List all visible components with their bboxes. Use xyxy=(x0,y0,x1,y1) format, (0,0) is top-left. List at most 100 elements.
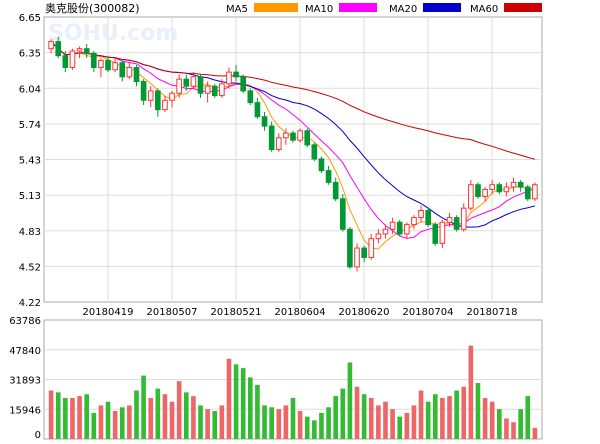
volume-bar xyxy=(255,384,260,439)
volume-bar xyxy=(55,392,61,439)
candle-body xyxy=(382,228,389,235)
volume-bar xyxy=(347,362,353,439)
volume-bar xyxy=(326,407,331,439)
volume-bar xyxy=(91,412,97,439)
volume-bar xyxy=(404,412,410,439)
volume-tick-label: 47840 xyxy=(9,346,41,357)
volume-bar xyxy=(127,405,132,439)
volume-bar xyxy=(162,394,168,439)
candle-body xyxy=(219,83,225,97)
volume-tick-label: 31893 xyxy=(9,376,41,387)
volume-bar xyxy=(340,388,346,439)
candle-body xyxy=(396,221,403,235)
volume-bar xyxy=(454,390,459,439)
volume-bar xyxy=(290,397,296,439)
candle-body xyxy=(48,41,54,50)
volume-bar xyxy=(354,386,360,439)
volume-bar xyxy=(376,405,381,439)
volume-bar xyxy=(112,411,118,439)
candle-body xyxy=(332,181,339,200)
candle-body xyxy=(105,59,111,71)
candle-body xyxy=(325,170,332,183)
legend-swatch xyxy=(339,3,377,12)
candle-body xyxy=(475,184,481,197)
candle-body xyxy=(233,71,239,78)
candle-body xyxy=(375,233,382,240)
price-tick-label: 6.65 xyxy=(19,13,41,24)
candle-body xyxy=(517,181,524,188)
volume-bar xyxy=(233,364,239,439)
candle-body xyxy=(197,76,204,94)
price-tick-label: 5.74 xyxy=(19,120,41,131)
date-tick-label: 20180620 xyxy=(339,307,390,318)
candle-body xyxy=(254,102,261,118)
candle-body xyxy=(240,76,247,92)
ma-legend: MA5 MA10 MA20 MA60 xyxy=(226,3,542,15)
volume-bar xyxy=(368,397,374,439)
sohu-watermark: SOHU.com xyxy=(48,21,178,46)
volume-bar xyxy=(319,412,324,439)
volume-bar xyxy=(312,420,317,439)
price-tick-label: 4.83 xyxy=(19,227,41,238)
candle-body xyxy=(339,198,346,230)
candle-body xyxy=(83,48,90,54)
candle-body xyxy=(418,210,424,219)
volume-bar xyxy=(155,388,161,439)
candle-body xyxy=(204,85,211,94)
volume-bars xyxy=(48,345,538,439)
volume-bar xyxy=(119,407,125,439)
candle-body xyxy=(183,78,190,87)
volume-tick-label: 15946 xyxy=(9,405,41,416)
candle-body xyxy=(532,184,538,200)
date-tick-label: 20180507 xyxy=(147,307,198,318)
volume-bar xyxy=(525,396,531,439)
candle-body xyxy=(503,186,510,193)
volume-bar xyxy=(333,396,338,439)
price-tick-label: 5.13 xyxy=(19,191,41,202)
volume-bar xyxy=(361,394,367,439)
candle-body xyxy=(283,132,289,139)
volume-bar xyxy=(497,409,502,439)
volume-bar xyxy=(70,397,75,439)
legend-label: MA60 xyxy=(470,4,498,15)
candle-body xyxy=(119,62,126,78)
volume-bar xyxy=(105,401,111,439)
volume-bar xyxy=(176,381,182,439)
date-tick-label: 20180419 xyxy=(83,307,134,318)
candle-body xyxy=(468,184,474,209)
candle-body xyxy=(162,99,168,111)
candle-body xyxy=(311,144,318,160)
candle-body xyxy=(261,116,268,127)
legend-swatch xyxy=(254,3,298,12)
legend-label: MA5 xyxy=(226,4,248,15)
volume-bar xyxy=(397,416,403,439)
candle-body xyxy=(275,137,282,151)
volume-bar xyxy=(198,405,203,439)
volume-bar xyxy=(219,405,225,439)
volume-bar xyxy=(411,405,417,439)
volume-bar xyxy=(468,345,474,439)
candle-body xyxy=(140,81,147,101)
volume-bar xyxy=(304,416,310,439)
volume-tick-label: 0 xyxy=(35,430,41,440)
candlesticks xyxy=(48,36,538,272)
volume-bar xyxy=(418,390,424,439)
candle-body xyxy=(155,90,161,111)
volume-bar xyxy=(440,397,445,439)
candle-body xyxy=(247,90,254,104)
volume-bar xyxy=(383,401,388,439)
volume-bar xyxy=(98,405,104,439)
candle-body xyxy=(112,62,118,71)
volume-bar xyxy=(482,397,488,439)
date-tick-label: 20180521 xyxy=(211,307,262,318)
volume-bar xyxy=(475,383,481,439)
legend-label: MA10 xyxy=(305,4,333,15)
ma60-line xyxy=(50,41,536,160)
candle-body xyxy=(169,92,175,101)
volume-bar xyxy=(489,401,495,439)
candle-body xyxy=(368,238,375,258)
volume-bar xyxy=(461,386,467,439)
candle-body xyxy=(268,125,275,151)
